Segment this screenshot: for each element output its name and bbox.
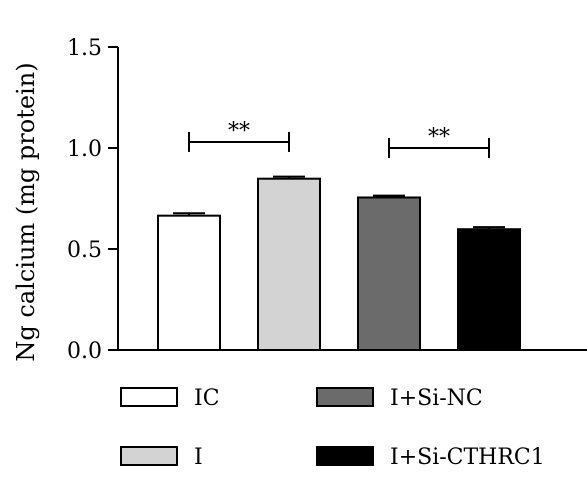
legend-swatch <box>316 387 374 407</box>
y-tick-label: 0.5 <box>67 238 102 263</box>
legend-swatch <box>316 446 374 466</box>
legend: IC I+Si-NC I I+Si-CTHRC1 <box>120 386 545 470</box>
significance-label: ** <box>228 119 250 144</box>
legend-swatch <box>120 446 178 466</box>
y-axis-title: Ng calcium (mg protein) <box>12 62 40 361</box>
bars <box>157 175 521 351</box>
bar <box>157 214 221 351</box>
legend-label: IC <box>194 386 220 411</box>
bar <box>457 228 521 351</box>
legend-swatch <box>120 387 178 407</box>
legend-label: I <box>194 445 203 470</box>
bar <box>357 196 421 351</box>
significance-label: ** <box>428 125 450 150</box>
legend-label: I+Si-NC <box>390 386 483 411</box>
legend-label: I+Si-CTHRC1 <box>390 445 545 470</box>
y-tick-label: 1.5 <box>67 36 102 61</box>
y-tick-label: 0.0 <box>67 339 102 364</box>
significance-brackets: ** ** <box>188 119 490 158</box>
y-tick-label: 1.0 <box>67 137 102 162</box>
bar <box>257 177 321 351</box>
